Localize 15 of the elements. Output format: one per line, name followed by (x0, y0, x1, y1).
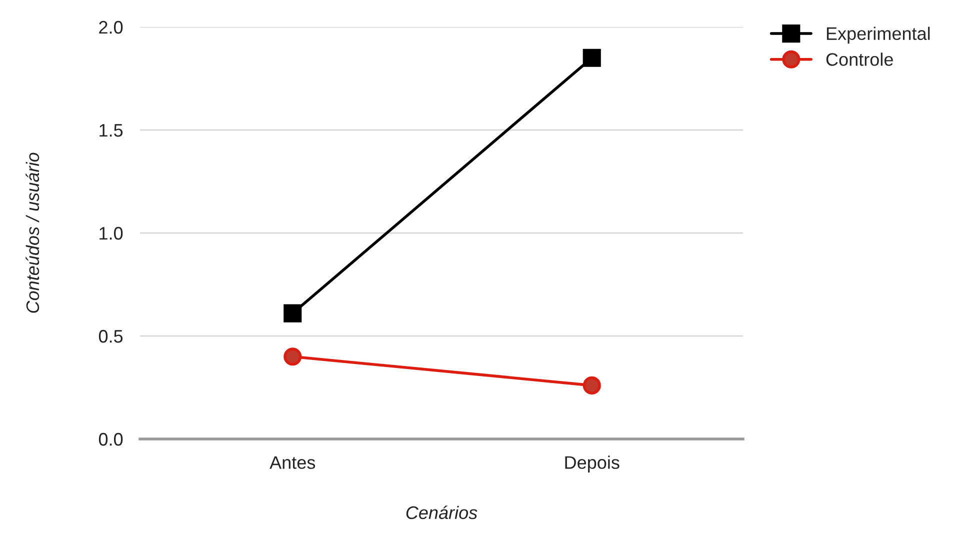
point (284, 304, 302, 322)
y-tick-label: 1.0 (100, 226, 123, 240)
y-tick-label: 0.0 (98, 432, 123, 446)
x-axis-title: Cenários (406, 506, 478, 520)
y-tick-label: 1.5 (100, 124, 123, 137)
point (582, 376, 601, 394)
x-tick-label: Antes (270, 456, 316, 469)
x-tick-label: Depois (565, 456, 620, 472)
y-tick-label: 2.0 (99, 20, 123, 34)
legend-label: Experimental (826, 26, 930, 44)
point (284, 348, 302, 366)
y-tick-label: 0.5 (98, 330, 123, 343)
legend-label: Controle (826, 52, 893, 66)
point (582, 48, 601, 67)
y-axis-title: Conteúdos / usuário (26, 152, 40, 313)
